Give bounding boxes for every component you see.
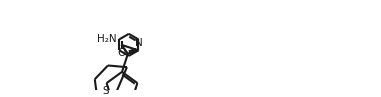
Text: O: O — [118, 48, 126, 58]
Text: S: S — [102, 86, 109, 96]
Text: H₂N: H₂N — [97, 34, 117, 44]
Text: N: N — [135, 38, 142, 48]
